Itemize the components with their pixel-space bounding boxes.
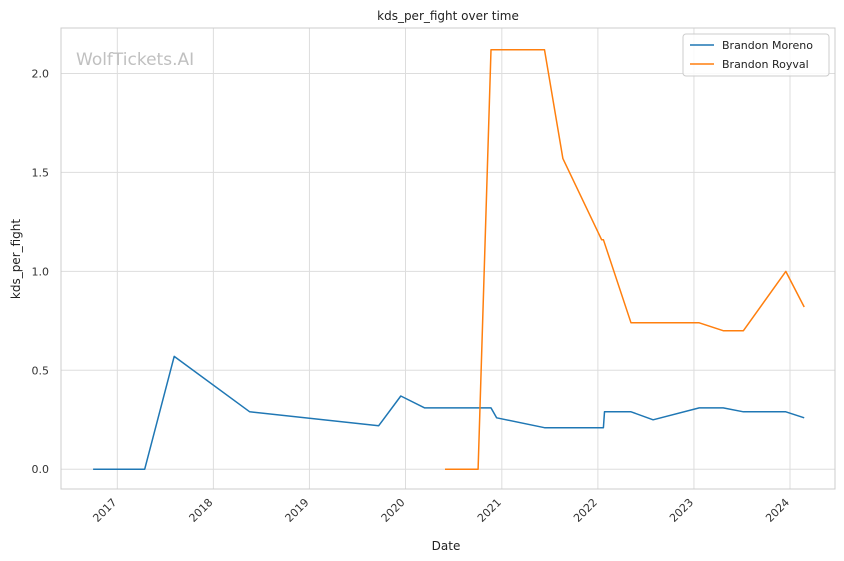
x-tick-label: 2022 <box>571 496 600 525</box>
series-layer <box>93 49 805 470</box>
x-tick-label: 2021 <box>475 496 504 525</box>
x-tick-label: 2024 <box>763 496 792 525</box>
series-line-brandon-royval <box>445 49 805 470</box>
grid <box>61 28 835 489</box>
x-axis-label: Date <box>432 539 461 553</box>
plot-frame <box>60 27 836 490</box>
legend-label-brandon-royval: Brandon Royval <box>722 58 809 71</box>
legend: Brandon Moreno Brandon Royval <box>682 33 830 77</box>
y-tick-label: 0.5 <box>32 364 50 377</box>
legend-box <box>682 33 830 77</box>
x-tick-label: 2023 <box>667 496 696 525</box>
y-tick-label: 1.0 <box>32 265 50 278</box>
y-axis-ticks: 0.0 0.5 1.0 1.5 2.0 <box>32 68 50 477</box>
y-tick-label: 2.0 <box>32 68 50 81</box>
x-axis-ticks: 2017 2018 2019 2020 2021 2022 2023 2024 <box>90 496 792 525</box>
watermark: WolfTickets.AI <box>76 50 194 70</box>
x-tick-label: 2018 <box>187 496 216 525</box>
legend-label-brandon-moreno: Brandon Moreno <box>722 39 813 52</box>
x-tick-label: 2017 <box>90 496 119 525</box>
series-line-brandon-moreno <box>93 355 805 470</box>
y-tick-label: 1.5 <box>32 166 50 179</box>
x-tick-label: 2019 <box>283 496 312 525</box>
x-tick-label: 2020 <box>379 496 408 525</box>
y-axis-label: kds_per_fight <box>9 219 23 300</box>
y-tick-label: 0.0 <box>32 463 50 476</box>
chart-title: kds_per_fight over time <box>377 9 519 23</box>
